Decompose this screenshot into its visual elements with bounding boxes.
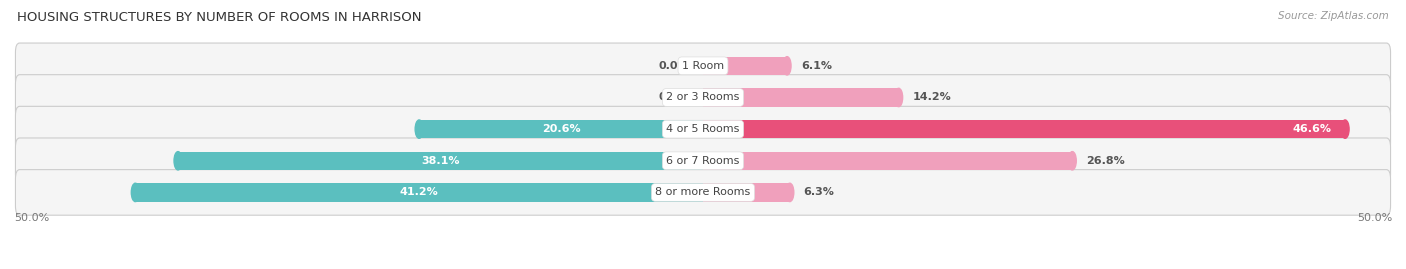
- Circle shape: [1069, 152, 1076, 170]
- Circle shape: [783, 57, 792, 75]
- Text: 50.0%: 50.0%: [1357, 213, 1392, 223]
- Bar: [703, 152, 1073, 170]
- Bar: [419, 120, 703, 138]
- Text: 0.0%: 0.0%: [658, 61, 689, 71]
- Text: Source: ZipAtlas.com: Source: ZipAtlas.com: [1278, 11, 1389, 21]
- Bar: [135, 183, 703, 201]
- FancyBboxPatch shape: [15, 170, 1391, 215]
- Circle shape: [131, 183, 139, 201]
- FancyBboxPatch shape: [15, 138, 1391, 183]
- Text: 4 or 5 Rooms: 4 or 5 Rooms: [666, 124, 740, 134]
- Text: 14.2%: 14.2%: [912, 93, 952, 102]
- Circle shape: [415, 120, 423, 138]
- Text: 38.1%: 38.1%: [422, 156, 460, 166]
- Bar: [703, 183, 790, 201]
- FancyBboxPatch shape: [15, 75, 1391, 120]
- Text: 1 Room: 1 Room: [682, 61, 724, 71]
- Bar: [703, 88, 898, 107]
- Bar: [703, 120, 1346, 138]
- Text: 6.1%: 6.1%: [801, 61, 832, 71]
- Text: 6 or 7 Rooms: 6 or 7 Rooms: [666, 156, 740, 166]
- Bar: [179, 152, 703, 170]
- Text: 41.2%: 41.2%: [399, 187, 439, 197]
- Circle shape: [174, 152, 181, 170]
- Text: 2 or 3 Rooms: 2 or 3 Rooms: [666, 93, 740, 102]
- Circle shape: [1341, 120, 1350, 138]
- Text: 0.0%: 0.0%: [658, 93, 689, 102]
- FancyBboxPatch shape: [15, 106, 1391, 152]
- FancyBboxPatch shape: [15, 43, 1391, 89]
- Circle shape: [894, 88, 903, 107]
- Text: 6.3%: 6.3%: [804, 187, 834, 197]
- Text: 20.6%: 20.6%: [541, 124, 581, 134]
- Text: 26.8%: 26.8%: [1085, 156, 1125, 166]
- Text: 8 or more Rooms: 8 or more Rooms: [655, 187, 751, 197]
- Text: 50.0%: 50.0%: [14, 213, 49, 223]
- Text: HOUSING STRUCTURES BY NUMBER OF ROOMS IN HARRISON: HOUSING STRUCTURES BY NUMBER OF ROOMS IN…: [17, 11, 422, 24]
- Circle shape: [786, 183, 794, 201]
- Bar: [703, 57, 787, 75]
- Text: 46.6%: 46.6%: [1292, 124, 1331, 134]
